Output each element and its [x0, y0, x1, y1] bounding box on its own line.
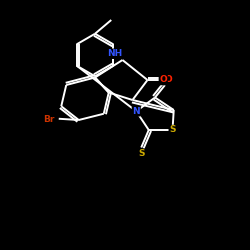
Text: Br: Br [43, 116, 54, 124]
Text: NH: NH [107, 49, 122, 58]
Text: N: N [132, 107, 140, 116]
Text: O: O [165, 76, 172, 84]
Text: S: S [138, 149, 144, 158]
Text: O: O [160, 76, 167, 84]
Text: S: S [169, 126, 176, 134]
